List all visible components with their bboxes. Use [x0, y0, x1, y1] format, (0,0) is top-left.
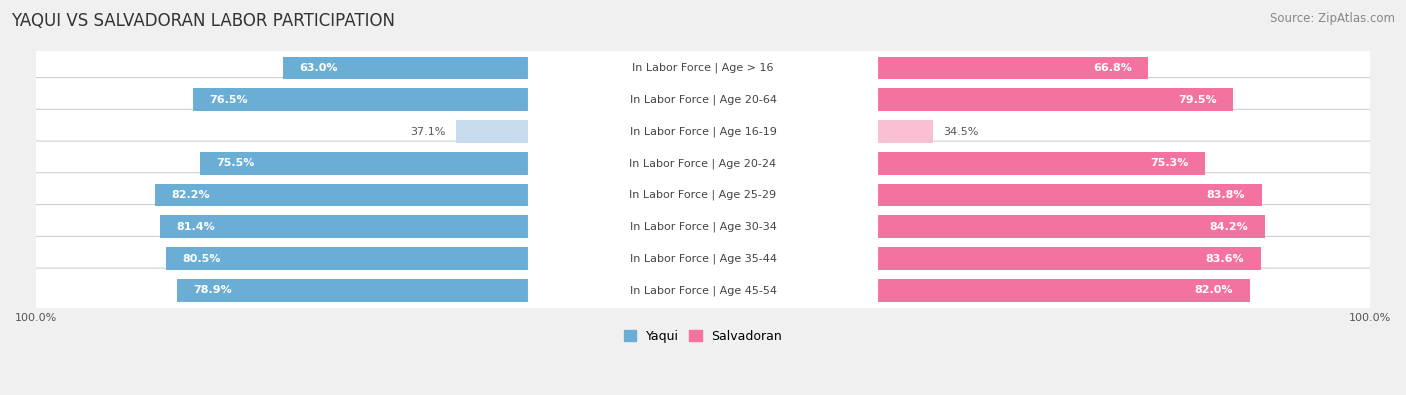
Text: 83.8%: 83.8%	[1206, 190, 1246, 200]
Text: 82.2%: 82.2%	[172, 190, 209, 200]
Text: 84.2%: 84.2%	[1209, 222, 1249, 232]
Bar	[703, 184, 1261, 207]
Text: In Labor Force | Age 20-24: In Labor Force | Age 20-24	[630, 158, 776, 169]
Text: 81.4%: 81.4%	[177, 222, 215, 232]
FancyBboxPatch shape	[527, 176, 879, 214]
FancyBboxPatch shape	[35, 236, 1371, 281]
Bar	[703, 279, 1250, 302]
Bar	[283, 56, 703, 79]
FancyBboxPatch shape	[527, 208, 879, 246]
Bar	[703, 120, 934, 143]
Bar	[456, 120, 703, 143]
Bar	[703, 88, 1233, 111]
Text: In Labor Force | Age 20-64: In Labor Force | Age 20-64	[630, 94, 776, 105]
Bar	[703, 56, 1149, 79]
Bar	[177, 279, 703, 302]
Bar	[155, 184, 703, 207]
Text: 66.8%: 66.8%	[1092, 63, 1132, 73]
FancyBboxPatch shape	[35, 268, 1371, 312]
Text: YAQUI VS SALVADORAN LABOR PARTICIPATION: YAQUI VS SALVADORAN LABOR PARTICIPATION	[11, 12, 395, 30]
Text: 80.5%: 80.5%	[183, 254, 221, 263]
FancyBboxPatch shape	[35, 109, 1371, 154]
Text: In Labor Force | Age 30-34: In Labor Force | Age 30-34	[630, 222, 776, 232]
Text: 63.0%: 63.0%	[299, 63, 337, 73]
Text: In Labor Force | Age > 16: In Labor Force | Age > 16	[633, 63, 773, 73]
Text: 75.3%: 75.3%	[1150, 158, 1188, 168]
Text: 82.0%: 82.0%	[1195, 285, 1233, 295]
Text: 37.1%: 37.1%	[411, 126, 446, 137]
FancyBboxPatch shape	[527, 81, 879, 118]
Text: 34.5%: 34.5%	[943, 126, 979, 137]
FancyBboxPatch shape	[527, 113, 879, 150]
FancyBboxPatch shape	[35, 141, 1371, 186]
Bar	[703, 152, 1205, 175]
Text: In Labor Force | Age 16-19: In Labor Force | Age 16-19	[630, 126, 776, 137]
Text: 75.5%: 75.5%	[217, 158, 254, 168]
FancyBboxPatch shape	[35, 77, 1371, 122]
Text: 83.6%: 83.6%	[1205, 254, 1244, 263]
FancyBboxPatch shape	[527, 240, 879, 277]
Bar	[160, 215, 703, 238]
Bar	[166, 247, 703, 270]
Text: 78.9%: 78.9%	[194, 285, 232, 295]
Legend: Yaqui, Salvadoran: Yaqui, Salvadoran	[619, 325, 787, 348]
FancyBboxPatch shape	[35, 46, 1371, 90]
Bar	[703, 215, 1264, 238]
Bar	[200, 152, 703, 175]
FancyBboxPatch shape	[527, 145, 879, 182]
Text: In Labor Force | Age 45-54: In Labor Force | Age 45-54	[630, 285, 776, 295]
FancyBboxPatch shape	[35, 173, 1371, 217]
FancyBboxPatch shape	[527, 49, 879, 87]
Bar	[193, 88, 703, 111]
Text: 76.5%: 76.5%	[209, 95, 247, 105]
Bar	[703, 247, 1261, 270]
Text: In Labor Force | Age 25-29: In Labor Force | Age 25-29	[630, 190, 776, 200]
Text: 79.5%: 79.5%	[1178, 95, 1216, 105]
Text: In Labor Force | Age 35-44: In Labor Force | Age 35-44	[630, 253, 776, 264]
FancyBboxPatch shape	[35, 205, 1371, 249]
FancyBboxPatch shape	[527, 272, 879, 309]
Text: Source: ZipAtlas.com: Source: ZipAtlas.com	[1270, 12, 1395, 25]
